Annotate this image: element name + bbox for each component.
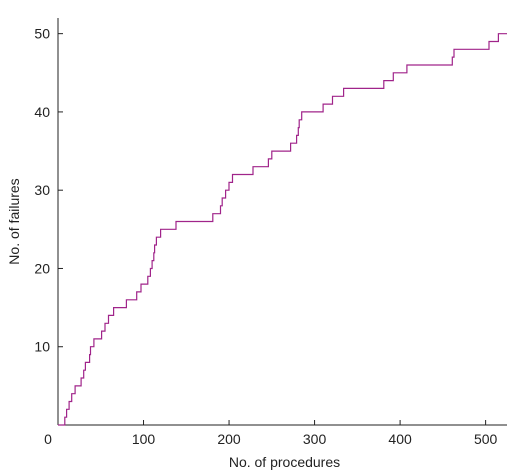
series-group (58, 33, 507, 426)
axes (57, 18, 507, 426)
y-tick-label: 50 (34, 26, 50, 42)
x-tick-label: 100 (132, 431, 156, 447)
x-axis-title: No. of procedures (229, 454, 340, 470)
x-tick-label: 200 (217, 431, 241, 447)
x-tick-label: 400 (388, 431, 412, 447)
y-tick-label: 10 (34, 339, 50, 355)
x-ticks: 100 200 300 400 500 (132, 420, 498, 447)
x-tick-label: 500 (474, 431, 498, 447)
x-tick-label: 300 (303, 431, 327, 447)
y-tick-label: 30 (34, 182, 50, 198)
y-axis-title: No. of failures (6, 178, 22, 264)
y-tick-label: 20 (34, 260, 50, 276)
cumulative-failures-line (58, 33, 507, 426)
y-ticks: 10 20 30 40 50 (34, 26, 63, 355)
y-tick-label: 40 (34, 104, 50, 120)
origin-label: 0 (44, 431, 52, 447)
